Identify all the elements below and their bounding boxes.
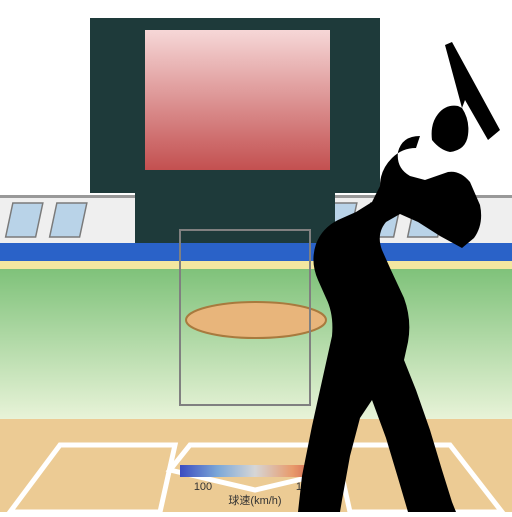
stands-panel <box>6 203 43 237</box>
outfield-wall <box>0 243 512 261</box>
outfield-grass <box>0 269 512 419</box>
scoreboard-screen <box>145 30 330 170</box>
pitchers-mound <box>186 302 326 338</box>
speed-legend-caption: 球速(km/h) <box>228 493 281 507</box>
pitch-location-chart: 100150 球速(km/h) <box>0 0 512 512</box>
stands-panel <box>50 203 87 237</box>
chart-svg: 100150 球速(km/h) <box>0 0 512 512</box>
legend-tick-label: 100 <box>194 481 212 493</box>
warning-track <box>0 261 512 269</box>
